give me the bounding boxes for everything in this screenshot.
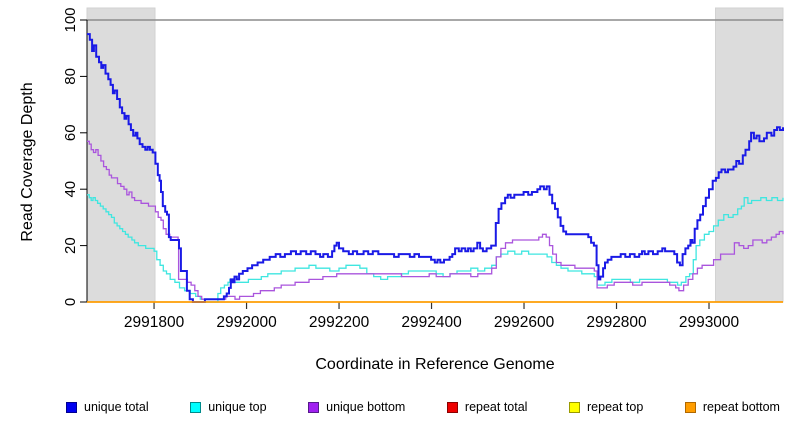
x-tick-label: 2992600 — [494, 314, 555, 331]
legend-label: unique top — [208, 400, 267, 414]
y-tick-label: 20 — [62, 237, 79, 254]
legend-swatch-icon — [569, 401, 580, 413]
legend-label: repeat total — [464, 400, 528, 414]
series-unique-bottom — [87, 140, 784, 300]
legend-item: repeat top — [569, 400, 643, 414]
y-tick-label: 80 — [62, 68, 79, 85]
x-axis-title: Coordinate in Reference Genome — [315, 356, 555, 373]
legend-swatch-icon — [446, 401, 458, 413]
x-tick-label: 2992200 — [309, 314, 370, 331]
y-tick-label: 0 — [62, 298, 79, 306]
legend-label: repeat top — [587, 400, 644, 414]
legend-swatch-icon — [66, 401, 77, 413]
x-tick-label: 2991800 — [124, 314, 185, 331]
legend-swatch-icon — [190, 401, 202, 413]
legend-item: repeat total — [446, 400, 528, 414]
legend-label: unique total — [84, 400, 149, 414]
y-tick-label: 40 — [62, 181, 79, 198]
legend-swatch-icon — [684, 401, 696, 413]
x-tick-label: 2992400 — [401, 314, 462, 331]
y-tick-label: 60 — [62, 124, 79, 141]
legend: unique total unique top unique bottom repea… — [66, 397, 780, 417]
y-tick-label: 100 — [62, 7, 79, 32]
x-tick-label: 2993000 — [679, 314, 740, 331]
legend-item: unique top — [190, 400, 267, 414]
series-unique-top — [87, 194, 784, 303]
legend-item: unique bottom — [308, 400, 405, 414]
series-unique-total — [87, 33, 784, 303]
x-tick-label: 2992800 — [586, 314, 647, 331]
legend-swatch-icon — [308, 401, 320, 413]
shaded-region — [715, 7, 784, 303]
x-tick-label: 2992000 — [216, 314, 277, 331]
legend-label: unique bottom — [326, 400, 406, 414]
y-axis-title: Read Coverage Depth — [19, 82, 36, 242]
legend-item: repeat bottom — [684, 400, 780, 414]
legend-label: repeat bottom — [702, 400, 780, 414]
legend-item: unique total — [66, 400, 149, 414]
